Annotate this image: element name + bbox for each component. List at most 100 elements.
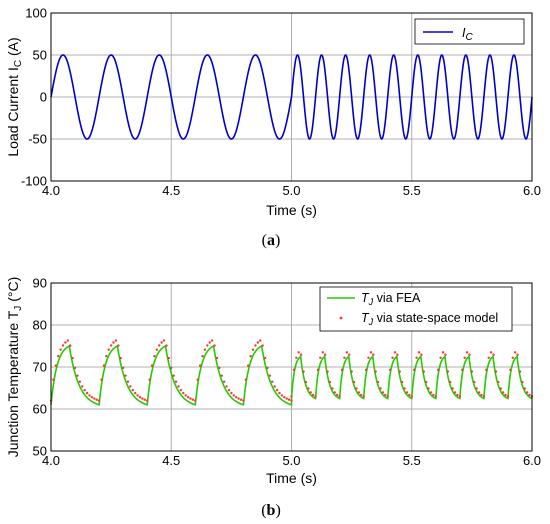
chart-a-x-tick-label: 5.5 bbox=[403, 183, 421, 198]
series-state-space-point bbox=[85, 391, 89, 395]
series-state-space-point bbox=[410, 395, 413, 398]
chart-a-plot-frame bbox=[50, 12, 533, 182]
chart-b-y-tick-label: 70 bbox=[33, 360, 47, 375]
series-state-space-point bbox=[316, 368, 320, 372]
series-state-space-point bbox=[186, 396, 190, 399]
series-state-space-point bbox=[480, 393, 483, 397]
series-state-space-point bbox=[321, 351, 324, 354]
series-state-space-point bbox=[417, 351, 421, 354]
series-state-space-point bbox=[388, 368, 392, 372]
chart-b-y-tick-label: 90 bbox=[33, 276, 47, 291]
series-state-space-point bbox=[64, 341, 67, 344]
chart-b-legend-label-state-space: TJ via state-space model bbox=[361, 311, 498, 327]
series-state-space-point bbox=[525, 391, 529, 394]
series-state-space-point bbox=[210, 339, 214, 342]
series-state-space-point bbox=[182, 391, 185, 395]
series-state-space-point bbox=[355, 387, 358, 390]
series-state-space-point bbox=[263, 356, 267, 360]
caption-a: (a) bbox=[262, 232, 281, 249]
chart-b-plot-frame bbox=[50, 282, 533, 452]
series-state-space-point bbox=[528, 393, 531, 397]
series-state-space-point bbox=[105, 354, 108, 358]
series-state-space-point bbox=[179, 388, 183, 392]
series-state-space-point bbox=[501, 391, 505, 394]
series-state-space-point bbox=[453, 391, 457, 394]
series-state-space-point bbox=[396, 353, 399, 356]
series-state-space-point bbox=[415, 356, 418, 359]
series-state-space-point bbox=[133, 391, 137, 395]
series-state-space-point bbox=[297, 351, 300, 354]
chart-b-x-tick-label: 5.5 bbox=[403, 453, 421, 468]
series-state-space-point bbox=[444, 353, 447, 356]
series-state-space-point bbox=[374, 370, 377, 373]
series-state-space-point bbox=[290, 399, 293, 402]
series-state-space-point bbox=[170, 366, 173, 370]
series-state-space-point bbox=[114, 339, 118, 342]
series-state-space-point bbox=[237, 397, 240, 400]
series-state-space-point bbox=[513, 351, 517, 354]
series-state-space-point bbox=[167, 356, 171, 360]
series-state-space-point bbox=[384, 393, 387, 397]
chart-b-y-tick-label: 60 bbox=[33, 402, 47, 417]
series-state-space-point bbox=[165, 344, 168, 347]
chart-b-series-state-space bbox=[49, 339, 534, 402]
series-state-space-point bbox=[412, 368, 416, 372]
series-state-space-point bbox=[516, 353, 519, 356]
series-state-space-point bbox=[391, 356, 394, 359]
series-state-space-point bbox=[302, 370, 305, 373]
series-state-space-point bbox=[338, 395, 341, 398]
chart-b-x-axis-label: Time (s) bbox=[266, 470, 317, 486]
series-state-space-point bbox=[290, 395, 293, 398]
series-state-space-point bbox=[206, 344, 209, 347]
series-state-space-point bbox=[314, 395, 317, 398]
series-state-space-point bbox=[437, 368, 440, 372]
series-state-space-point bbox=[136, 394, 139, 397]
series-state-space-point bbox=[408, 393, 411, 397]
series-state-space-point bbox=[278, 391, 281, 395]
chart-b-y-tick-label: 50 bbox=[33, 444, 47, 459]
chart-b-legend-label-fea: TJ via FEA bbox=[361, 291, 421, 307]
series-state-space-point bbox=[343, 356, 346, 359]
series-state-space-point bbox=[121, 366, 125, 370]
series-state-space-point bbox=[497, 380, 500, 384]
chart-a-series-ic bbox=[50, 54, 533, 140]
series-state-space-point bbox=[259, 339, 262, 342]
series-state-space-point bbox=[369, 351, 373, 354]
chart-b-legend: TJ via FEA TJ via state-space model bbox=[319, 286, 513, 332]
series-state-space-point bbox=[275, 388, 279, 392]
chart-a-y-tick-label: -100 bbox=[21, 174, 47, 189]
series-state-space-point bbox=[386, 395, 389, 398]
series-state-space-point bbox=[311, 393, 315, 397]
series-state-space-point bbox=[76, 374, 79, 377]
series-state-space-point bbox=[59, 348, 62, 351]
series-state-space-point bbox=[129, 385, 132, 388]
series-state-space-point bbox=[271, 380, 274, 383]
series-state-space-point bbox=[266, 366, 269, 370]
series-state-space-point bbox=[213, 344, 216, 347]
series-state-space-point bbox=[227, 388, 231, 392]
series-state-space-point bbox=[509, 368, 512, 372]
series-state-space-point bbox=[326, 370, 329, 373]
series-state-space-point bbox=[439, 356, 442, 359]
series-state-space-point bbox=[162, 339, 166, 342]
series-state-space-point bbox=[93, 397, 96, 400]
series-state-space-point bbox=[57, 354, 60, 358]
series-state-space-point bbox=[88, 394, 91, 397]
series-state-space-point bbox=[138, 396, 142, 399]
series-state-space-point bbox=[256, 341, 260, 344]
series-state-space-point bbox=[376, 380, 380, 384]
series-state-space-point bbox=[73, 366, 77, 370]
series-state-space-point bbox=[153, 354, 156, 358]
series-state-space-point bbox=[482, 395, 486, 398]
chart-b-legend-box bbox=[319, 286, 513, 332]
series-state-space-point bbox=[109, 344, 113, 347]
series-state-space-point bbox=[126, 380, 130, 383]
chart-b-y-tick-label: 80 bbox=[33, 318, 47, 333]
chart-a-x-ticks: 4.0 4.5 5.0 5.5 6.0 bbox=[42, 183, 541, 198]
caption-b: (b) bbox=[261, 502, 281, 519]
chart-a-y-tick-label: 50 bbox=[33, 48, 47, 63]
series-state-space-point bbox=[451, 387, 454, 390]
series-state-space-point bbox=[242, 399, 245, 402]
series-state-space-point bbox=[468, 353, 471, 356]
chart-b-x-tick-label: 5.0 bbox=[282, 453, 300, 468]
